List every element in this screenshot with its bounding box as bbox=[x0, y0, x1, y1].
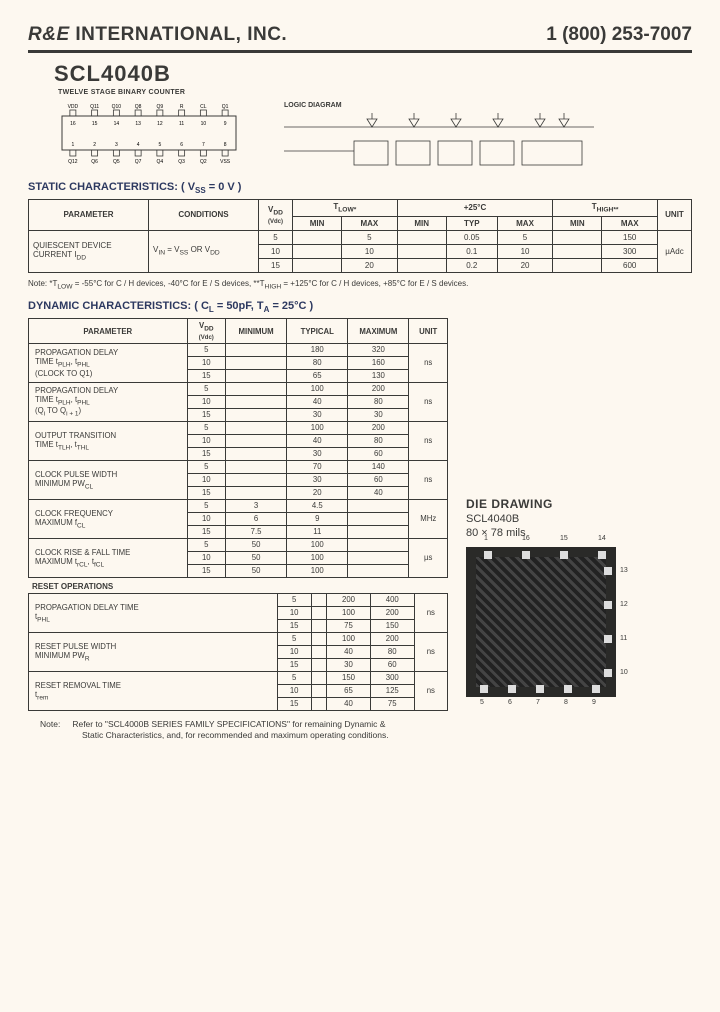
dyn-param: PROPAGATION DELAYTIME tPLH, tPHL(CLOCK T… bbox=[29, 343, 188, 382]
dyn-unit: ns bbox=[409, 421, 448, 460]
logic-diagram-block: LOGIC DIAGRAM bbox=[284, 102, 594, 173]
dyn-unit: ns bbox=[409, 382, 448, 421]
dyn-param: PROPAGATION DELAY TIME tPHL bbox=[29, 593, 278, 632]
svg-text:4: 4 bbox=[137, 142, 140, 148]
col-tlow: TLOW* bbox=[293, 200, 398, 217]
svg-text:9: 9 bbox=[224, 121, 227, 127]
svg-text:15: 15 bbox=[92, 121, 98, 127]
col-conditions: CONDITIONS bbox=[149, 200, 259, 231]
svg-text:13: 13 bbox=[135, 121, 141, 127]
svg-text:12: 12 bbox=[157, 121, 163, 127]
svg-text:VSS: VSS bbox=[220, 159, 231, 164]
dyn-unit: ns bbox=[414, 593, 447, 632]
svg-text:Q3: Q3 bbox=[178, 159, 185, 164]
company-italic: R&E bbox=[28, 24, 70, 45]
dcol-unit: UNIT bbox=[409, 319, 448, 344]
dcol-typ: TYPICAL bbox=[287, 319, 348, 344]
dcol-vdd: VDD(Vdc) bbox=[187, 319, 226, 344]
diagram-row: VDD 16 1 Q12 Q11 15 2 Q6 Q10 14 3 Q5 Q8 13 4 Q7 Q9 12 5 Q4 R… bbox=[54, 102, 692, 173]
svg-text:16: 16 bbox=[70, 121, 76, 127]
svg-text:R: R bbox=[180, 104, 184, 110]
svg-text:Q10: Q10 bbox=[112, 104, 122, 110]
static-unit: µAdc bbox=[658, 230, 692, 272]
footnote: Note:Refer to "SCL4000B SERIES FAMILY SP… bbox=[40, 719, 692, 741]
dyn-param: PROPAGATION DELAYTIME tPLH, tPHL(Qi TO Q… bbox=[29, 382, 188, 421]
dcol-parameter: PARAMETER bbox=[29, 319, 188, 344]
col-unit: UNIT bbox=[658, 200, 692, 231]
dyn-param: CLOCK RISE & FALL TIMEMAXIMUM trCL, tfCL bbox=[29, 538, 188, 577]
die-drawing-block: DIE DRAWING SCL4040B 80 × 78 mils 116151… bbox=[466, 497, 692, 711]
dyn-unit: ns bbox=[409, 460, 448, 499]
company-name: R&E INTERNATIONAL, INC. bbox=[28, 24, 287, 46]
svg-text:Q4: Q4 bbox=[157, 159, 164, 164]
dyn-param: RESET REMOVAL TIME trem bbox=[29, 671, 278, 710]
dyn-unit: ns bbox=[414, 671, 447, 710]
dcol-min: MINIMUM bbox=[226, 319, 287, 344]
svg-text:3: 3 bbox=[115, 142, 118, 148]
die-drawing-part: SCL4040B bbox=[466, 513, 692, 525]
static-cond: VIN = VSS OR VDD bbox=[149, 230, 259, 272]
die-image bbox=[466, 547, 616, 697]
reset-ops-title: RESET OPERATIONS bbox=[32, 582, 448, 591]
svg-text:Q12: Q12 bbox=[68, 159, 78, 164]
static-note: Note: *TLOW = -55°C for C / H devices, -… bbox=[28, 279, 692, 292]
dcol-max: MAXIMUM bbox=[348, 319, 409, 344]
col-parameter: PARAMETER bbox=[29, 200, 149, 231]
static-title: STATIC CHARACTERISTICS: ( VSS = 0 V ) bbox=[28, 181, 692, 195]
static-table: PARAMETER CONDITIONS VDD(Vdc) TLOW* +25°… bbox=[28, 199, 692, 273]
logic-diagram-label: LOGIC DIAGRAM bbox=[284, 102, 594, 109]
part-number: SCL4040B bbox=[54, 61, 692, 87]
die-drawing-size: 80 × 78 mils bbox=[466, 527, 692, 539]
svg-text:CL: CL bbox=[200, 104, 207, 110]
svg-text:5: 5 bbox=[158, 142, 161, 148]
svg-text:VDD: VDD bbox=[68, 104, 79, 110]
svg-text:Q6: Q6 bbox=[91, 159, 98, 164]
dyn-unit: ns bbox=[409, 343, 448, 382]
dyn-unit: MHz bbox=[409, 499, 448, 538]
col-thigh: THIGH** bbox=[553, 200, 658, 217]
svg-text:8: 8 bbox=[224, 142, 227, 148]
svg-text:11: 11 bbox=[179, 121, 184, 127]
svg-text:Q5: Q5 bbox=[113, 159, 120, 164]
svg-text:Q7: Q7 bbox=[135, 159, 142, 164]
svg-text:2: 2 bbox=[93, 142, 96, 148]
dynamic-title: DYNAMIC CHARACTERISTICS: ( CL = 50pF, TA… bbox=[28, 300, 692, 314]
reset-table: PROPAGATION DELAY TIME tPHL5200400ns1010… bbox=[28, 593, 448, 711]
svg-text:Q8: Q8 bbox=[135, 104, 142, 110]
svg-text:Q1: Q1 bbox=[222, 104, 229, 110]
die-drawing-title: DIE DRAWING bbox=[466, 497, 692, 511]
page-header: R&E INTERNATIONAL, INC. 1 (800) 253-7007 bbox=[28, 24, 692, 53]
pinout-diagram: VDD 16 1 Q12 Q11 15 2 Q6 Q10 14 3 Q5 Q8 13 4 Q7 Q9 12 5 Q4 R… bbox=[54, 102, 244, 173]
phone-number: 1 (800) 253-7007 bbox=[546, 24, 692, 46]
dynamic-table: PARAMETER VDD(Vdc) MINIMUM TYPICAL MAXIM… bbox=[28, 318, 448, 578]
svg-text:7: 7 bbox=[202, 142, 205, 148]
svg-text:Q9: Q9 bbox=[157, 104, 164, 110]
svg-text:10: 10 bbox=[201, 121, 207, 127]
svg-text:6: 6 bbox=[180, 142, 183, 148]
dyn-param: CLOCK PULSE WIDTHMINIMUM PWCL bbox=[29, 460, 188, 499]
dyn-unit: µs bbox=[409, 538, 448, 577]
dyn-param: CLOCK FREQUENCYMAXIMUM fCL bbox=[29, 499, 188, 538]
company-rest: INTERNATIONAL, INC. bbox=[70, 24, 288, 45]
svg-text:Q2: Q2 bbox=[200, 159, 207, 164]
part-subtitle: TWELVE STAGE BINARY COUNTER bbox=[58, 89, 692, 96]
svg-text:14: 14 bbox=[114, 121, 120, 127]
dyn-unit: ns bbox=[414, 632, 447, 671]
col-25c: +25°C bbox=[397, 200, 553, 217]
svg-text:1: 1 bbox=[71, 142, 74, 148]
dyn-param: RESET PULSE WIDTHMINIMUM PWR bbox=[29, 632, 278, 671]
dyn-param: OUTPUT TRANSITIONTIME tTLH, tTHL bbox=[29, 421, 188, 460]
svg-text:Q11: Q11 bbox=[90, 104, 99, 110]
static-param: QUIESCENT DEVICECURRENT IDD bbox=[29, 230, 149, 272]
col-vdd: VDD(Vdc) bbox=[259, 200, 293, 231]
